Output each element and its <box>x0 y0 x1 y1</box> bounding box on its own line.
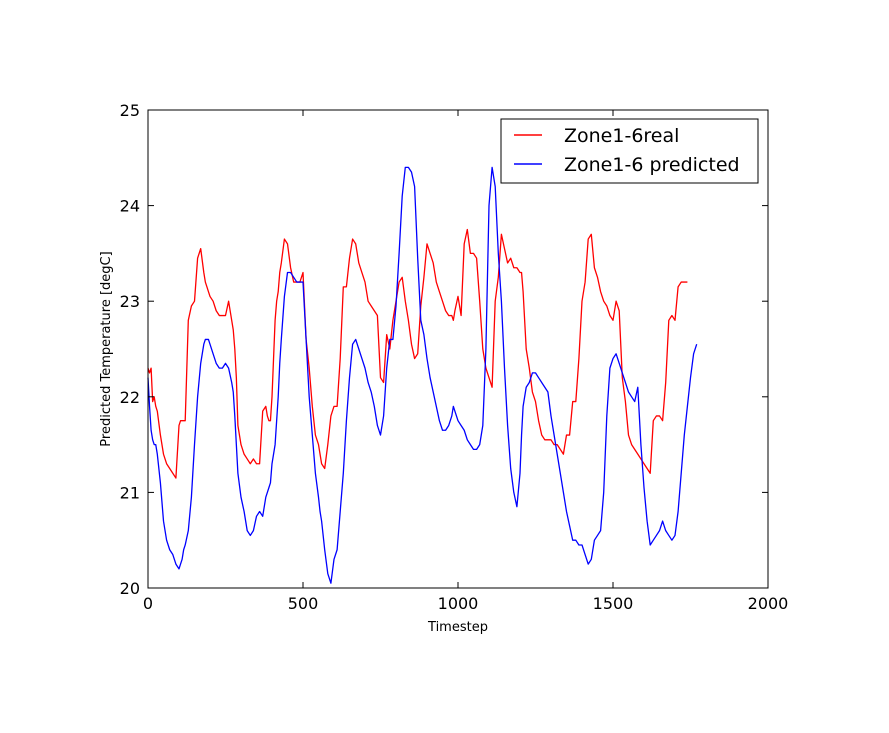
plot-area <box>148 110 768 588</box>
plot-frame <box>147 109 769 589</box>
legend: Zone1-6real Zone1-6 predicted <box>500 118 759 184</box>
legend-label-real: Zone1-6real <box>564 125 679 147</box>
x-tick-label: 1000 <box>438 594 479 613</box>
series-line-0 <box>147 228 688 479</box>
series-line-1 <box>147 166 698 584</box>
series-layer <box>147 166 698 584</box>
x-tick-label: 2000 <box>748 594 789 613</box>
y-axis-label: Predicted Temperature [degC] <box>99 251 114 446</box>
x-tick-label: 1500 <box>593 594 634 613</box>
x-axis-label: Timestep <box>427 620 488 635</box>
y-tick-label: 21 <box>120 483 140 502</box>
y-tick-label: 24 <box>120 197 140 216</box>
y-tick-label: 20 <box>120 579 140 598</box>
legend-box <box>500 118 759 184</box>
legend-label-predicted: Zone1-6 predicted <box>564 154 740 176</box>
y-tick-label: 23 <box>120 292 140 311</box>
x-tick-label: 500 <box>288 594 319 613</box>
y-tick-label: 25 <box>120 101 140 120</box>
y-tick-label: 22 <box>120 388 140 407</box>
ticks-layer: 0 500 1000 1500 2000 20 21 22 23 24 25 <box>120 101 789 613</box>
x-tick-label: 0 <box>143 594 153 613</box>
